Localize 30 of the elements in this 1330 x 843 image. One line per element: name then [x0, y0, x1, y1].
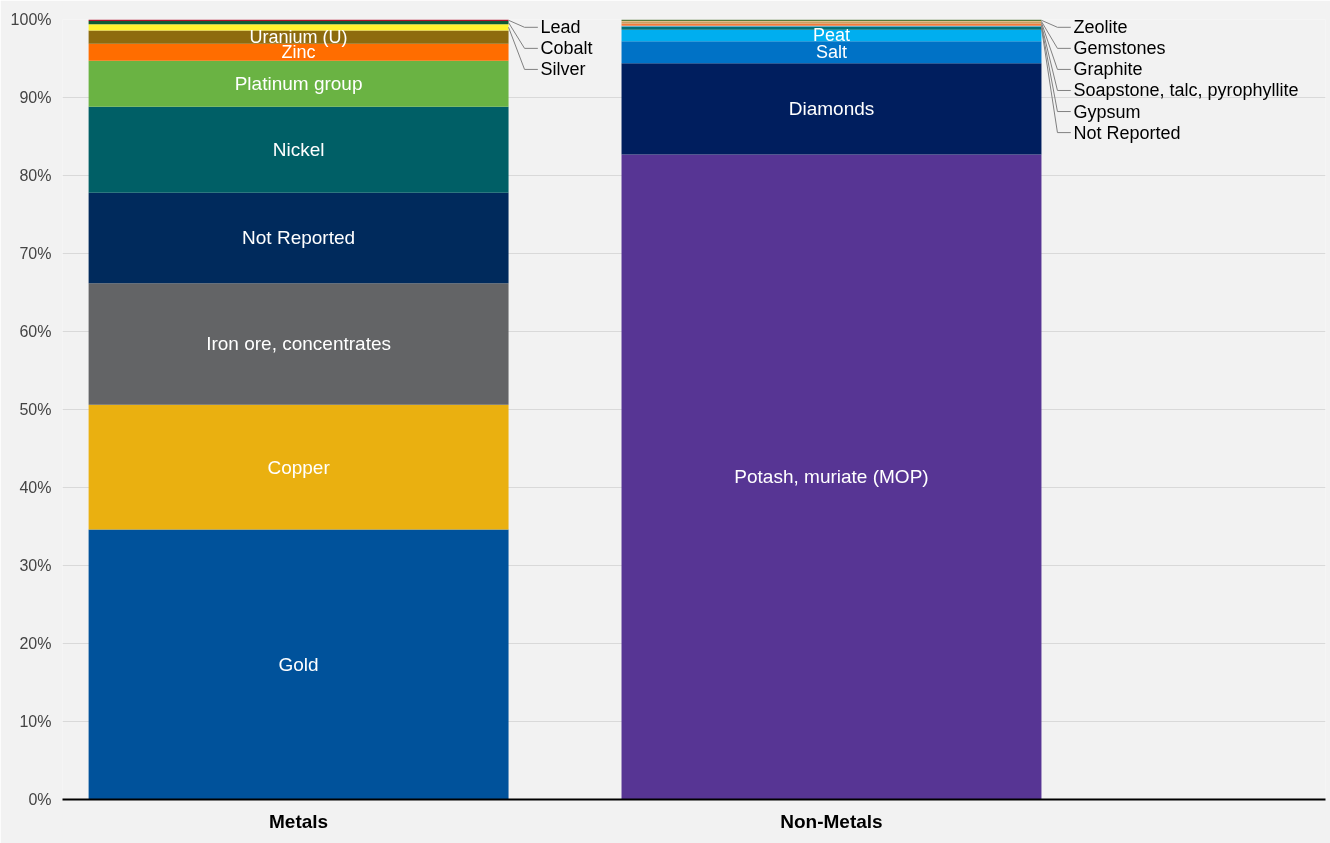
- y-tick-label: 30%: [19, 557, 52, 574]
- y-tick-label: 100%: [10, 11, 52, 28]
- series-label: Not Reported: [242, 227, 356, 249]
- text: Gypsum: [1073, 101, 1141, 122]
- y-tick-label: 50%: [19, 401, 52, 418]
- series-label: Iron ore, concentrates: [206, 333, 391, 355]
- series-label: Copper: [267, 456, 331, 478]
- y-tick-label: 90%: [19, 89, 52, 106]
- text: Silver: [540, 59, 586, 80]
- x-tick-label: Metals: [269, 810, 329, 832]
- series-label: Diamonds: [788, 98, 875, 120]
- x-tick-label: Non-Metals: [780, 810, 883, 832]
- text: Soapstone, talc, pyrophyllite: [1073, 80, 1299, 101]
- y-tick-label: 70%: [19, 245, 52, 262]
- text: Graphite: [1073, 59, 1143, 80]
- y-tick-label: 80%: [19, 167, 52, 184]
- series-label: Cobalt: [540, 38, 593, 59]
- y-tick-label: 10%: [19, 713, 52, 730]
- series-label: Platinum group: [234, 73, 363, 95]
- y-tick-label: 20%: [19, 635, 52, 652]
- y-tick-label: 0%: [28, 791, 52, 808]
- y-tick-label: 40%: [19, 479, 52, 496]
- series-label: Potash, muriate (MOP): [734, 466, 929, 488]
- series-label: Zeolite: [1073, 17, 1128, 38]
- series-label: Nickel: [272, 139, 325, 161]
- series-label: Gold: [278, 654, 319, 676]
- y-tick-label: 60%: [19, 323, 52, 340]
- series-label: Gemstones: [1073, 38, 1166, 59]
- series-label: Lead: [540, 17, 581, 38]
- text: Not Reported: [1073, 122, 1181, 143]
